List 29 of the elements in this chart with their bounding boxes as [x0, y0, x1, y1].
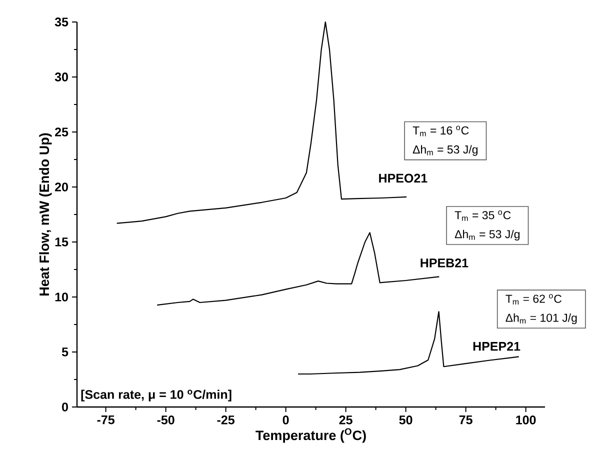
y-tick-label: 30 [54, 72, 68, 82]
x-axis-title: Temperature ($^{O}$C) [256, 428, 366, 443]
annotation: [Scan rate, μ = 10 $^{o}$C/min] [81, 390, 232, 402]
series-label: HPEP21 [473, 342, 520, 351]
annotation: T$_{m}$ = 16 $^{o}$C [412, 126, 469, 136]
y-tick-label: 0 [62, 402, 68, 412]
x-tick-label: 75 [459, 416, 472, 424]
line-series [297, 311, 520, 375]
series-label: HPEB21 [420, 258, 468, 268]
x-tick-label: -25 [217, 416, 234, 424]
y-tick-label: 5 [62, 348, 68, 356]
annotation: Δh$_{m}$ = 101 J/g [506, 313, 577, 324]
x-tick-label: -50 [157, 416, 174, 424]
y-tick-label: 35 [54, 18, 68, 26]
series-label: HPEO21 [379, 174, 428, 183]
y-axis-title: Heat Flow, mW (Endo Up) [39, 133, 52, 296]
x-tick-label: 100 [516, 416, 536, 424]
x-tick-label: -75 [97, 416, 114, 424]
annotation: T$_{m}$ = 35 $^{o}$C [454, 210, 511, 221]
x-tick-label: 25 [339, 416, 352, 424]
x-tick-label: 0 [282, 416, 289, 424]
annotation: Δh$_{m}$ = 53 J/g [412, 145, 478, 156]
y-tick-label: 10 [55, 292, 68, 302]
y-tick-label: 15 [55, 238, 68, 246]
annotation: Δh$_{m}$ = 53 J/g [454, 230, 520, 241]
annotation: T$_{m}$ = 62 $^{o}$C [506, 294, 562, 305]
x-tick-label: 50 [399, 416, 412, 424]
y-tick-label: 25 [55, 128, 68, 136]
y-tick-label: 20 [55, 182, 68, 192]
